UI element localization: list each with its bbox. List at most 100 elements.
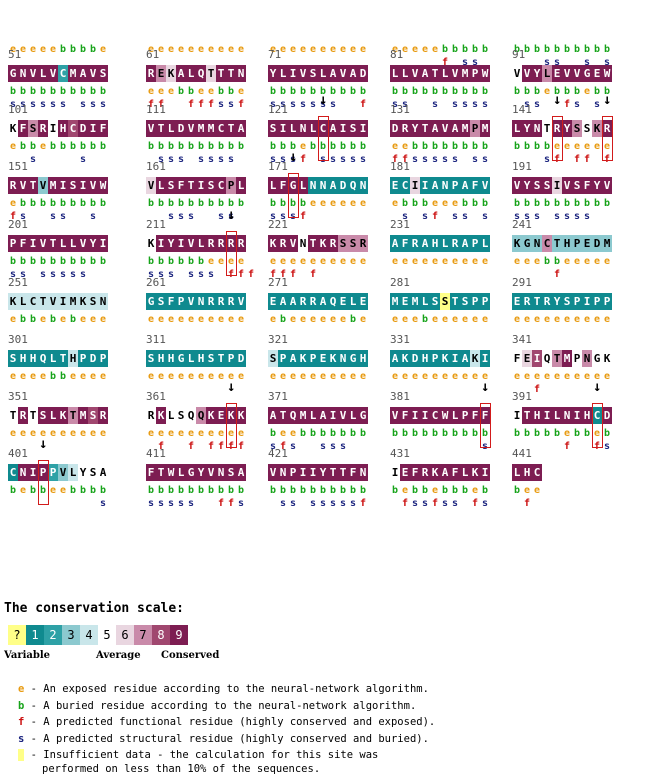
function-mark: s [481, 154, 489, 165]
function-mark: s [147, 269, 155, 280]
exposure-mark: e [431, 371, 439, 382]
function-mark: s [279, 154, 287, 165]
residue: K [236, 407, 246, 424]
function-mark: s [157, 154, 165, 165]
exposure-mark: e [401, 485, 409, 496]
residue: L [38, 65, 48, 82]
function-mark [8, 498, 18, 510]
exposure-mark: b [59, 141, 67, 152]
residue: G [592, 350, 602, 367]
residue: C [28, 293, 38, 310]
exposure-mark: b [441, 141, 449, 152]
residue: L [348, 407, 358, 424]
residue: V [562, 177, 572, 194]
exposure-mark: b [177, 198, 185, 209]
residue: Y [196, 464, 206, 481]
exposure-mark: b [39, 256, 47, 267]
function-mark: f [207, 99, 215, 110]
exposure-mark: e [207, 371, 215, 382]
function-mark: s [349, 498, 357, 509]
residue: D [236, 350, 246, 367]
exposure-mark: b [513, 485, 521, 496]
exposure-mark: e [197, 44, 205, 55]
residue: L [268, 177, 278, 194]
residue: A [430, 177, 440, 194]
exposure-mark: e [269, 371, 277, 382]
residue: R [38, 120, 48, 137]
function-mark [512, 498, 522, 510]
residue: F [166, 293, 176, 310]
exposure-mark: b [29, 198, 37, 209]
exposure-mark: b [441, 485, 449, 496]
exposure-mark: e [19, 428, 27, 439]
exposure-mark: e [217, 314, 225, 325]
function-mark: s [49, 211, 57, 222]
residue: M [206, 120, 216, 137]
residue: H [430, 235, 440, 252]
function-mark: s [339, 498, 347, 509]
exposure-mark: e [289, 256, 297, 267]
exposure-mark: b [299, 485, 307, 496]
residue: H [532, 407, 542, 424]
residue: L [278, 65, 288, 82]
exposure-mark: e [583, 141, 591, 152]
exposure-mark: e [79, 314, 87, 325]
exposure-mark: b [401, 428, 409, 439]
exposure-mark: e [9, 314, 17, 325]
legend-symbol: e [18, 683, 25, 695]
highlight-box [226, 231, 237, 276]
exposure-mark: b [319, 485, 327, 496]
exposure-mark: b [451, 86, 459, 97]
exposure-mark: e [289, 371, 297, 382]
exposure-mark: b [533, 86, 541, 97]
residue: G [288, 177, 298, 194]
residue: R [602, 120, 612, 137]
residue: I [156, 235, 166, 252]
residue: P [572, 293, 582, 310]
legend-text: - A predicted structural residue (highly… [30, 733, 429, 745]
highlight-box [552, 116, 563, 161]
residue: L [48, 350, 58, 367]
function-mark: s [79, 99, 87, 110]
position-number: 111 [146, 103, 166, 116]
residue: H [68, 350, 78, 367]
exposure-mark: b [39, 198, 47, 209]
residue: C [318, 120, 328, 137]
residue: T [552, 350, 562, 367]
exposure-mark: b [69, 485, 77, 496]
exposure-mark: e [289, 44, 297, 55]
residue: S [430, 293, 440, 310]
residue: V [206, 464, 216, 481]
residue: F [410, 464, 420, 481]
residue: H [166, 350, 176, 367]
exposure-mark: b [69, 44, 77, 55]
exposure-mark: b [411, 428, 419, 439]
function-mark: s [29, 154, 37, 165]
residue: E [522, 350, 532, 367]
function-mark: f [279, 269, 287, 280]
residue: A [348, 65, 358, 82]
residue: M [298, 407, 308, 424]
residue: T [226, 65, 236, 82]
function-mark: s [19, 211, 27, 222]
residue: F [98, 120, 108, 137]
function-mark: s [573, 99, 581, 110]
exposure-mark: b [237, 485, 245, 496]
residue: N [308, 177, 318, 194]
exposure-mark: e [227, 371, 235, 382]
function-mark: f [147, 99, 155, 110]
residue: V [186, 293, 196, 310]
exposure-mark: b [187, 256, 195, 267]
residue: L [440, 65, 450, 82]
exposure-mark: e [177, 371, 185, 382]
